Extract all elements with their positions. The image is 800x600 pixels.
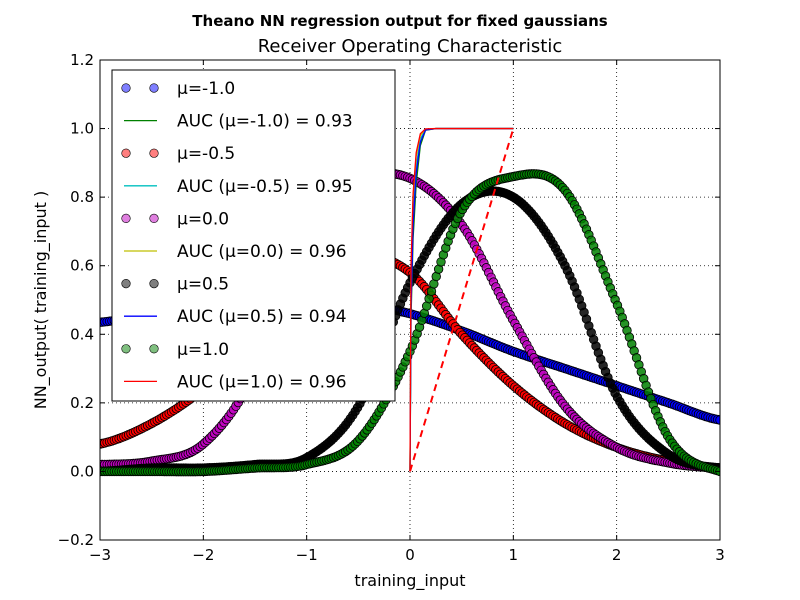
legend-label: μ=-1.0 (177, 79, 235, 99)
legend-label: AUC (μ=0.0) = 0.96 (177, 242, 347, 262)
x-tick-label: 0 (405, 546, 415, 564)
legend-marker (121, 83, 131, 93)
legend-marker (149, 279, 159, 289)
x-tick-label: −2 (192, 546, 214, 564)
x-tick-label: 3 (715, 546, 725, 564)
y-axis-label: NN_output( training_input ) (31, 191, 51, 410)
y-tick-label: 1.0 (70, 120, 94, 138)
legend-item: AUC (μ=0.0) = 0.96 (124, 242, 347, 262)
legend-marker (149, 148, 159, 158)
y-tick-label: 0.4 (70, 325, 94, 343)
y-tick-label: 1.2 (70, 51, 94, 69)
legend-marker (121, 213, 131, 223)
legend-item: μ=-0.5 (121, 144, 235, 164)
x-axis-label: training_input (354, 571, 465, 591)
legend-label: μ=0.0 (177, 209, 229, 229)
roc-layer (409, 127, 515, 472)
y-tick-label: 0.8 (70, 188, 94, 206)
legend-item: μ=0.0 (121, 209, 229, 229)
y-tick-label: 0.0 (70, 462, 94, 480)
legend-item: μ=-1.0 (121, 79, 235, 99)
legend-label: AUC (μ=0.5) = 0.94 (177, 307, 347, 327)
legend-label: AUC (μ=1.0) = 0.96 (177, 372, 347, 392)
legend-marker (121, 148, 131, 158)
legend-marker (149, 83, 159, 93)
x-tick-label: 1 (509, 546, 519, 564)
legend-frame (111, 69, 396, 402)
legend-item: AUC (μ=-0.5) = 0.95 (124, 177, 353, 197)
data-point (715, 415, 720, 425)
legend-label: AUC (μ=-1.0) = 0.93 (177, 112, 353, 132)
legend-item: μ=0.5 (121, 275, 229, 295)
legend-label: μ=-0.5 (177, 144, 235, 164)
legend: μ=-1.0 AUC (μ=-1.0) = 0.93 μ=-0.5 AUC (μ=-0… (111, 69, 396, 402)
axis-ticks: −3 −2 −1 0 1 2 3 −0.2 0.0 0.2 0.4 0.6 0.8 1.0 1.2 (58, 51, 725, 564)
legend-label: AUC (μ=-0.5) = 0.95 (177, 177, 353, 197)
legend-item: AUC (μ=-1.0) = 0.93 (124, 112, 353, 132)
x-tick-label: 2 (612, 546, 622, 564)
legend-item: AUC (μ=1.0) = 0.96 (124, 372, 347, 392)
chart-title: Receiver Operating Characteristic (258, 36, 563, 57)
legend-item: μ=1.0 (121, 340, 229, 360)
legend-marker (121, 279, 131, 289)
legend-item: AUC (μ=0.5) = 0.94 (124, 307, 347, 327)
x-tick-label: −3 (89, 546, 111, 564)
y-tick-label: −0.2 (58, 531, 94, 549)
legend-label: μ=0.5 (177, 275, 229, 295)
x-tick-label: −1 (296, 546, 318, 564)
figure-suptitle: Theano NN regression output for fixed ga… (192, 12, 608, 30)
legend-marker (149, 213, 159, 223)
legend-marker (149, 344, 159, 354)
y-tick-label: 0.6 (70, 257, 94, 275)
legend-label: μ=1.0 (177, 340, 229, 360)
legend-marker (121, 344, 131, 354)
y-tick-label: 0.2 (70, 394, 94, 412)
roc-curve-mu-1.0 (409, 127, 514, 472)
series-mu-0.5 (100, 186, 720, 477)
